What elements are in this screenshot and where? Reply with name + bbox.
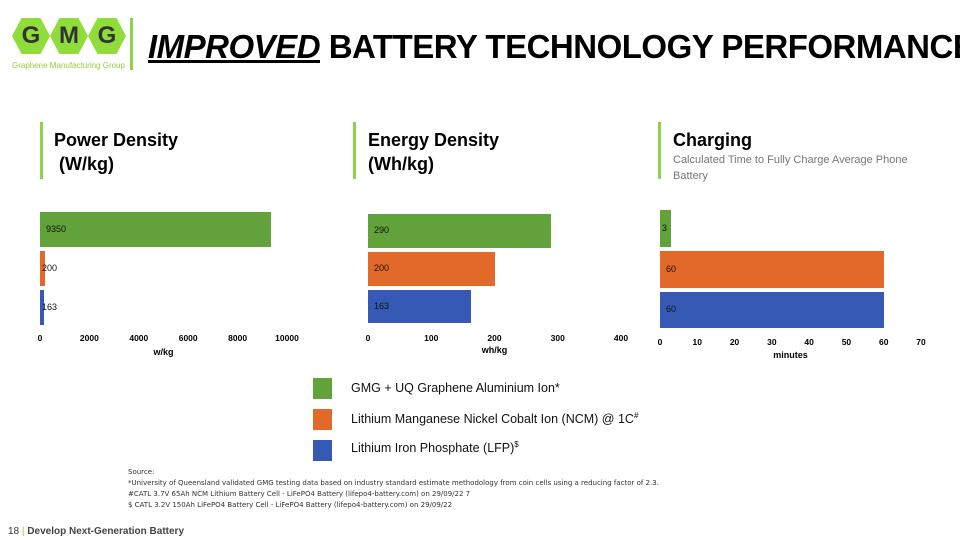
x-axis-label: minutes: [773, 350, 808, 360]
legend-label: GMG + UQ Graphene Aluminium Ion*: [351, 381, 560, 395]
x-tick-label: 20: [729, 337, 740, 347]
bar: [40, 251, 45, 286]
bar: [660, 251, 884, 288]
page-number: 18: [8, 526, 20, 537]
chart-subtitle: Calculated Time to Fully Charge Average …: [673, 154, 908, 182]
logo-subtitle: Graphene Manufacturing Group: [12, 61, 125, 70]
source-heading: Source:: [128, 468, 155, 476]
x-tick-label: 60: [878, 337, 889, 347]
bar: [40, 212, 271, 247]
bar-data-label: 163: [374, 300, 390, 311]
bar: [40, 290, 45, 325]
legend-swatch-orange: [313, 409, 332, 430]
bar-data-label: 3: [662, 222, 668, 233]
x-tick-label: 100: [424, 333, 439, 343]
page-title: IMPROVED BATTERY TECHNOLOGY PERFORMANCE: [148, 28, 960, 66]
footer-text: Develop Next-Generation Battery: [27, 526, 185, 537]
source-notes: Source: *University of Queensland valida…: [128, 467, 659, 511]
title-rest: BATTERY TECHNOLOGY PERFORMANCE: [320, 28, 960, 65]
bar: [660, 210, 672, 247]
title-emphasis: IMPROVED: [148, 28, 321, 65]
chart-title: Energy Density (Wh/kg): [368, 130, 500, 174]
logo-letter: M: [50, 18, 88, 54]
bar-data-label: 163: [42, 301, 58, 312]
footer: 18 | Develop Next-Generation Battery: [8, 526, 184, 537]
legend-swatch-green: [313, 378, 332, 399]
bar: [660, 292, 884, 328]
x-tick-label: 10: [692, 337, 703, 347]
x-tick-label: 50: [841, 337, 852, 347]
x-tick-label: 6000: [178, 333, 198, 343]
header-divider: [130, 18, 133, 70]
x-tick-label: 0: [365, 333, 371, 343]
source-line: $ CATL 3.2V 150Ah LiFePO4 Battery Cell -…: [128, 501, 453, 509]
x-tick-label: 2000: [79, 333, 99, 343]
panel-accent: [40, 122, 43, 179]
x-tick-label: 40: [804, 337, 814, 347]
x-tick-label: 200: [487, 333, 502, 343]
bar-data-label: 60: [666, 304, 677, 314]
x-tick-label: 10000: [275, 333, 299, 343]
x-tick-label: 400: [613, 333, 629, 343]
bar: [368, 252, 495, 286]
bar-data-label: 200: [374, 263, 390, 273]
x-tick-label: 0: [657, 337, 663, 347]
footer-sep: |: [21, 526, 25, 537]
source-line: #CATL 3.7V 65Ah NCM Lithium Battery Cell…: [128, 490, 471, 498]
x-tick-label: 4000: [129, 333, 149, 343]
bar: [368, 290, 472, 323]
bar-data-label: 9350: [46, 223, 67, 234]
bar-data-label: 60: [666, 263, 677, 274]
x-tick-label: 0: [37, 333, 43, 343]
source-line: *University of Queensland validated GMG …: [128, 479, 659, 487]
logo-letter: G: [88, 18, 126, 54]
bar-data-label: 290: [374, 225, 390, 235]
chart-title: Power Density (W/kg): [54, 130, 179, 174]
gmg-logo: G M G Graphene Manufacturing Group: [8, 16, 126, 74]
panel-accent: [353, 122, 356, 179]
x-tick-label: 8000: [228, 333, 248, 343]
x-tick-label: 300: [550, 333, 565, 343]
legend-label: Lithium Iron Phosphate (LFP)$: [351, 440, 519, 456]
x-axis-label: w/kg: [153, 347, 174, 357]
bar-data-label: 200: [42, 262, 58, 273]
legend-label: Lithium Manganese Nickel Cobalt Ion (NCM…: [351, 411, 639, 427]
chart-title: Charging: [673, 130, 752, 150]
legend-swatch-blue: [313, 440, 332, 461]
x-tick-label: 30: [767, 337, 777, 347]
bar: [368, 214, 552, 248]
x-tick-label: 70: [916, 337, 926, 347]
logo-letter: G: [12, 18, 50, 54]
panel-accent: [658, 122, 661, 179]
x-axis-label: wh/kg: [481, 345, 508, 355]
